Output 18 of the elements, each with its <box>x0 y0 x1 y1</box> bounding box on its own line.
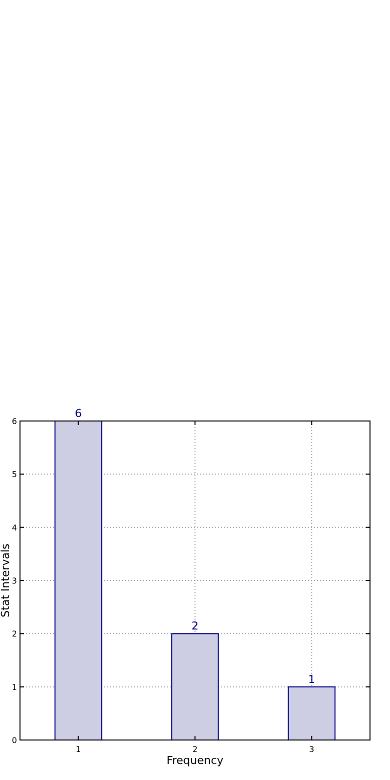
bar <box>288 686 336 740</box>
y-tick-label: 1 <box>12 682 17 692</box>
y-tick-label: 3 <box>12 576 17 586</box>
data-label: 6 <box>74 407 82 420</box>
y-tick-label: 2 <box>12 630 17 639</box>
x-tick-label: 2 <box>192 745 198 754</box>
y-tick-label: 0 <box>12 736 17 745</box>
y-tick-label: 6 <box>12 417 17 426</box>
x-tick-label: 1 <box>76 745 81 754</box>
y-axis-title: Stat Intervals <box>0 543 12 618</box>
x-axis-title: Frequency <box>166 754 224 767</box>
data-label: 2 <box>192 620 198 633</box>
bar <box>54 420 102 740</box>
data-label: 1 <box>308 672 316 686</box>
bar <box>171 633 219 740</box>
y-tick-label: 5 <box>12 470 17 480</box>
x-tick-label: 3 <box>309 745 314 754</box>
y-tick-label: 4 <box>12 523 17 532</box>
